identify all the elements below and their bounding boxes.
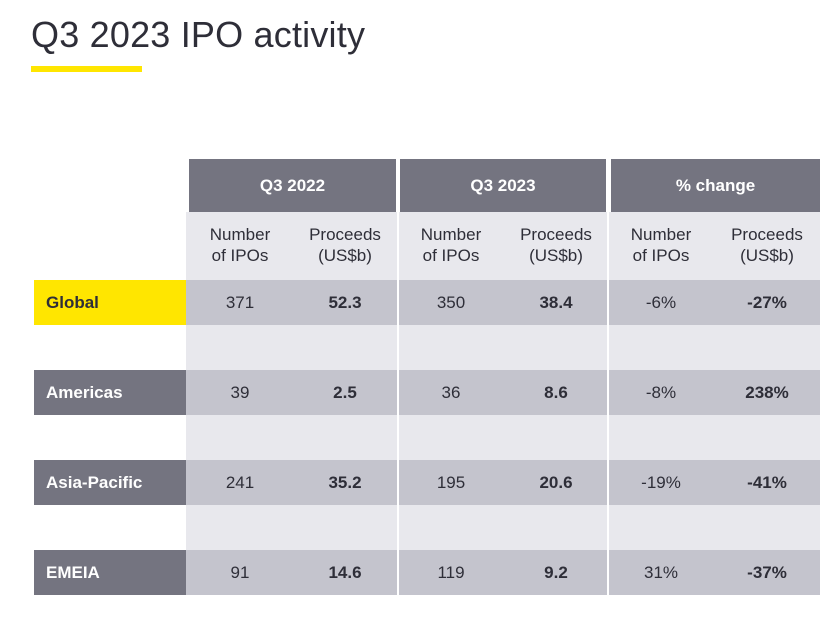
table-row-background xyxy=(186,550,820,595)
table-cell: 9.2 xyxy=(544,562,568,582)
table-cell: 8.6 xyxy=(544,382,568,402)
table-cell: -27% xyxy=(747,292,787,312)
table-cell: -19% xyxy=(641,472,681,492)
subheader-2023-proceeds: Proceeds (US$b) xyxy=(520,225,592,265)
row-label-americas: Americas xyxy=(34,370,186,415)
table-cell: 91 xyxy=(230,562,250,582)
group-header-q3-2023: Q3 2023 xyxy=(400,159,606,212)
subheader-change-proceeds: Proceeds (US$b) xyxy=(731,225,803,265)
row-label-global: Global xyxy=(34,280,186,325)
subheader-change-number: Number of IPOs xyxy=(630,225,692,265)
table-cell: 119 xyxy=(437,562,465,582)
table-cell: 35.2 xyxy=(328,472,362,492)
table-cell: 31% xyxy=(643,562,679,582)
table-cell: 195 xyxy=(436,472,466,492)
title-underline xyxy=(31,66,142,72)
column-divider xyxy=(397,159,399,595)
table-cell: 20.6 xyxy=(539,472,573,492)
table-cell: 52.3 xyxy=(328,292,362,312)
row-label-emeia: EMEIA xyxy=(34,550,186,595)
table-cell: 14.6 xyxy=(328,562,362,582)
table-cell: 36 xyxy=(441,382,461,402)
page-title: Q3 2023 IPO activity xyxy=(31,14,366,55)
group-header-percent-change: % change xyxy=(611,159,820,212)
table-cell: -41% xyxy=(747,472,787,492)
row-label-asia-pacific: Asia-Pacific xyxy=(34,460,186,505)
table-row-background xyxy=(186,280,820,325)
group-header-q3-2022: Q3 2022 xyxy=(189,159,396,212)
table-cell: 241 xyxy=(225,472,255,492)
table-row-background xyxy=(186,460,820,505)
table-row-background xyxy=(186,370,820,415)
column-divider xyxy=(607,159,609,595)
subheader-2023-number: Number of IPOs xyxy=(420,225,482,265)
table-cell: 39 xyxy=(230,382,250,402)
table-cell: -6% xyxy=(645,292,677,312)
table-cell: 371 xyxy=(225,292,255,312)
table-cell: 238% xyxy=(745,382,789,402)
table-cell: -8% xyxy=(645,382,677,402)
table-cell: -37% xyxy=(747,562,787,582)
table-cell: 38.4 xyxy=(539,292,573,312)
subheader-2022-number: Number of IPOs xyxy=(209,225,271,265)
subheader-2022-proceeds: Proceeds (US$b) xyxy=(309,225,381,265)
table-cell: 350 xyxy=(436,292,466,312)
table-cell: 2.5 xyxy=(333,382,357,402)
